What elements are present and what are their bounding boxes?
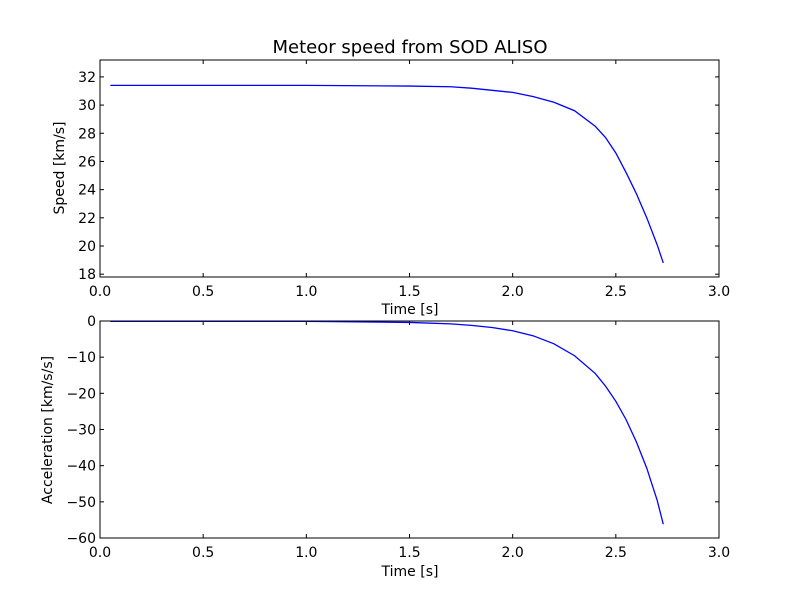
acceleration-xtick-label: 0.5 bbox=[192, 545, 214, 561]
acceleration-xtick-label: 1.5 bbox=[398, 545, 420, 561]
speed-series-line bbox=[110, 84, 664, 264]
acceleration-chart-ylabel: Acceleration [km/s/s] bbox=[40, 356, 56, 504]
speed-chart-frame bbox=[99, 59, 720, 278]
acceleration-ytick-label: −10 bbox=[66, 350, 96, 366]
speed-xtick-label: 1.5 bbox=[398, 284, 420, 300]
speed-xtick-label: 2.5 bbox=[605, 284, 627, 300]
speed-ytick-label: 18 bbox=[78, 267, 96, 283]
speed-ytick-label: 22 bbox=[78, 211, 96, 227]
speed-ytick-label: 20 bbox=[78, 239, 96, 255]
speed-xtick-label: 0.5 bbox=[192, 284, 214, 300]
acceleration-xtick-label: 2.5 bbox=[605, 545, 627, 561]
acceleration-xtick-label: 0.0 bbox=[89, 545, 111, 561]
acceleration-ytick-label: 0 bbox=[87, 314, 96, 330]
acceleration-chart-xlabel: Time [s] bbox=[381, 564, 439, 580]
speed-chart-title: Meteor speed from SOD ALISO bbox=[272, 37, 547, 58]
speed-xtick-label: 1.0 bbox=[295, 284, 317, 300]
speed-chart: Meteor speed from SOD ALISO 0.0 0.5 1.0 1.5… bbox=[52, 37, 730, 318]
acceleration-chart-ticks: 0.0 0.5 1.0 1.5 2.0 2.5 3.0 0 −10 −20 −30 −40 −50 −60 bbox=[66, 314, 730, 561]
acceleration-chart: 0.0 0.5 1.0 1.5 2.0 2.5 3.0 0 −10 −20 −30 −40 −50 −60… bbox=[40, 314, 730, 580]
speed-ytick-label: 24 bbox=[78, 183, 96, 199]
acceleration-series-line bbox=[110, 320, 664, 525]
acceleration-ytick-label: −60 bbox=[66, 531, 96, 547]
speed-xtick-label: 0.0 bbox=[89, 284, 111, 300]
acceleration-xtick-label: 1.0 bbox=[295, 545, 317, 561]
acceleration-ytick-label: −50 bbox=[66, 495, 96, 511]
speed-ytick-label: 26 bbox=[78, 154, 96, 170]
speed-xtick-label: 2.0 bbox=[502, 284, 524, 300]
acceleration-xtick-label: 2.0 bbox=[502, 545, 524, 561]
speed-ytick-label: 30 bbox=[78, 98, 96, 114]
speed-chart-ylabel: Speed [km/s] bbox=[52, 121, 68, 214]
speed-ytick-label: 32 bbox=[78, 70, 96, 86]
speed-ytick-label: 28 bbox=[78, 126, 96, 142]
acceleration-xtick-label: 3.0 bbox=[708, 545, 730, 561]
speed-chart-xlabel: Time [s] bbox=[381, 302, 439, 318]
speed-chart-ticks: 0.0 0.5 1.0 1.5 2.0 2.5 3.0 18 20 22 24 26 28 30 32 bbox=[78, 60, 730, 300]
acceleration-ytick-label: −40 bbox=[66, 459, 96, 475]
acceleration-ytick-label: −30 bbox=[66, 423, 96, 439]
acceleration-chart-frame bbox=[99, 320, 720, 539]
speed-xtick-label: 3.0 bbox=[708, 284, 730, 300]
acceleration-ytick-label: −20 bbox=[66, 386, 96, 402]
